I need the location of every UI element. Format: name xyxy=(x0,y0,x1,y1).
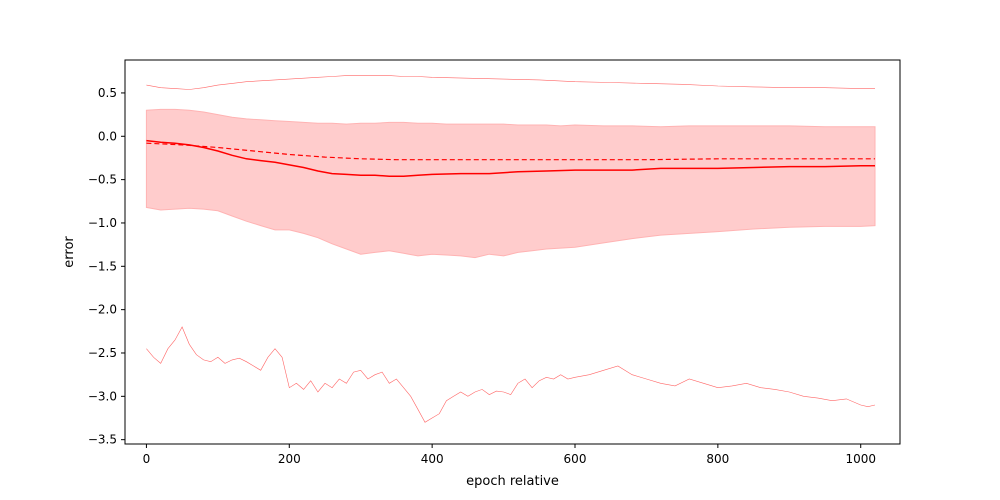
x-tick-label: 400 xyxy=(421,452,444,466)
plot-frame xyxy=(124,59,901,445)
x-axis-ticks: 0 200 400 600 800 1000 xyxy=(143,444,876,466)
y-tick-label: −2.5 xyxy=(88,346,117,360)
upper-thin-line xyxy=(146,75,875,90)
x-axis-label: epoch relative xyxy=(466,474,559,489)
y-axis-ticks: −3.5 −3.0 −2.5 −2.0 −1.5 −1.0 −0.5 0.0 0.5 xyxy=(88,86,125,447)
y-tick-label: −0.5 xyxy=(88,173,117,187)
x-tick-label: 200 xyxy=(278,452,301,466)
series-layer xyxy=(146,75,876,423)
dashed-line xyxy=(146,142,875,161)
x-tick-label: 1000 xyxy=(845,452,876,466)
x-tick-label: 800 xyxy=(706,452,729,466)
x-tick-label: 0 xyxy=(143,452,151,466)
y-axis-label: error xyxy=(62,236,77,268)
lower-thin-line xyxy=(146,326,876,423)
y-tick-label: 0.5 xyxy=(98,86,117,100)
y-tick-label: −1.5 xyxy=(88,259,117,273)
y-tick-label: −3.5 xyxy=(88,433,117,447)
shaded-band xyxy=(145,108,876,259)
y-tick-label: −3.0 xyxy=(88,389,117,403)
y-tick-label: −2.0 xyxy=(88,303,117,317)
x-tick-label: 600 xyxy=(564,452,587,466)
y-tick-label: −1.0 xyxy=(88,216,117,230)
y-tick-label: 0.0 xyxy=(98,129,117,143)
solid-line xyxy=(146,139,875,177)
confidence-band-layer xyxy=(145,108,876,259)
